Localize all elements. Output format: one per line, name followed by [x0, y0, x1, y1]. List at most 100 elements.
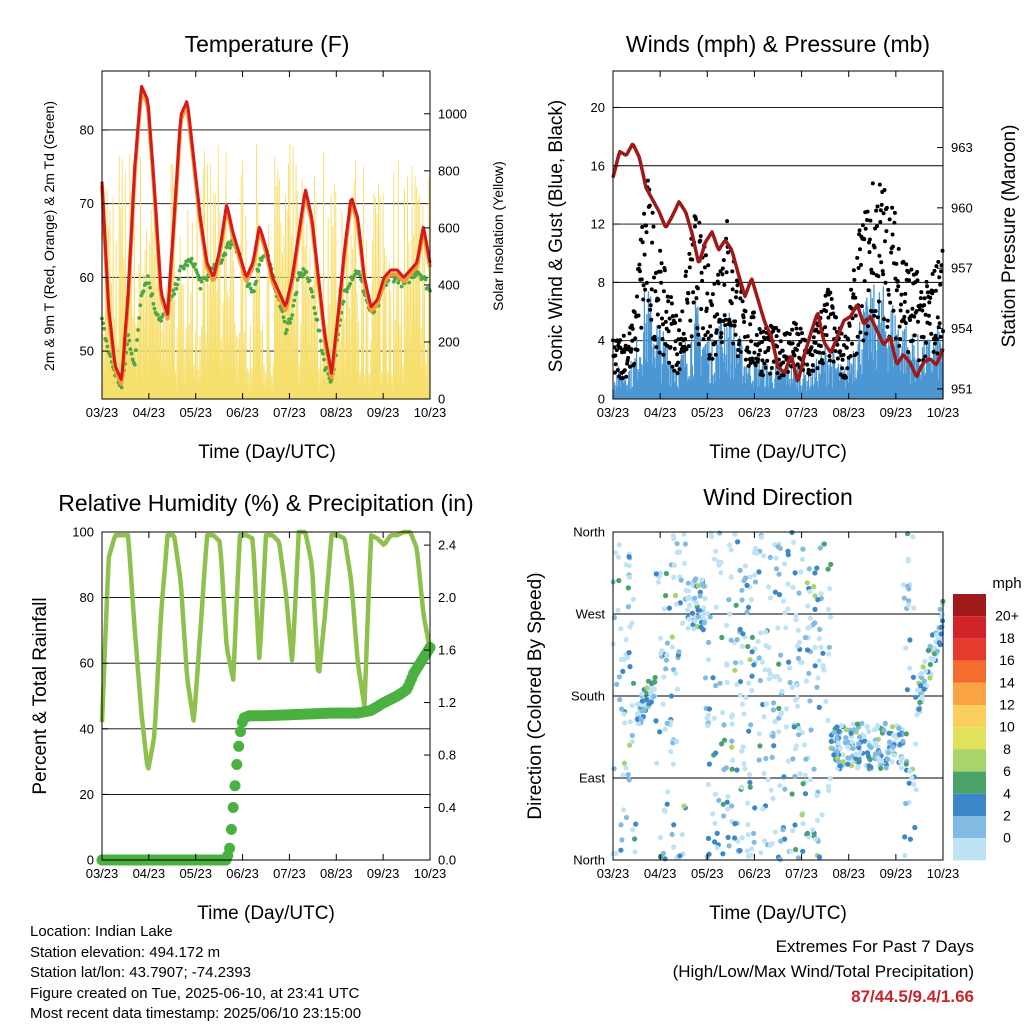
precip-point	[227, 802, 239, 813]
direction-point	[671, 822, 677, 828]
dewpoint-point	[224, 245, 229, 250]
direction-point	[652, 679, 658, 685]
dewpoint-point	[259, 258, 264, 263]
direction-point	[799, 730, 806, 736]
direction-point	[825, 566, 831, 572]
gust-point	[917, 358, 921, 363]
gust-point	[923, 312, 928, 317]
dewpoint-point	[295, 277, 300, 282]
direction-point	[737, 567, 743, 574]
dewpoint-point	[290, 313, 295, 317]
direction-point	[775, 544, 781, 550]
direction-point	[779, 688, 785, 694]
direction-point	[793, 613, 799, 619]
speed-legend: mph 20+ 18 16 14 12 10 8 6 4 2 0	[953, 575, 1022, 861]
temperature-panel: Temperature (F) 50 60 70 80 0 200 400 600 800 10…	[41, 31, 506, 463]
direction-point	[619, 706, 625, 712]
direction-point	[752, 805, 758, 811]
gust-point	[716, 272, 721, 277]
direction-point	[707, 614, 713, 620]
gust-point	[825, 302, 829, 307]
direction-point	[865, 753, 872, 760]
direction-point	[776, 571, 782, 577]
gust-point	[796, 343, 801, 347]
gust-point	[859, 262, 863, 267]
direction-point	[776, 661, 782, 667]
direction-point	[836, 728, 842, 735]
gust-point	[865, 209, 870, 214]
direction-point	[761, 770, 767, 777]
direction-point	[752, 545, 759, 552]
gust-point	[928, 295, 933, 300]
gust-point	[704, 306, 709, 311]
gust-point	[851, 268, 856, 273]
direction-point	[660, 701, 666, 707]
y-tick-label-right: 800	[438, 163, 460, 178]
gust-point	[914, 309, 919, 314]
direction-point	[802, 791, 809, 797]
direction-point	[716, 797, 722, 804]
direction-yticks: North East South West North	[571, 525, 605, 868]
direction-point	[643, 696, 650, 702]
direction-point	[789, 684, 795, 690]
gust-point	[898, 337, 903, 341]
direction-point	[689, 610, 696, 616]
legend-swatch	[953, 749, 986, 772]
direction-point	[898, 765, 905, 771]
direction-point	[745, 822, 751, 828]
legend-swatch	[953, 638, 986, 661]
gust-point	[858, 247, 862, 252]
direction-point	[797, 771, 803, 777]
gust-point	[743, 357, 748, 362]
dewpoint-point	[196, 273, 201, 278]
gust-point	[882, 188, 887, 192]
temperature-plot-frame	[101, 70, 431, 400]
wind-yticks: 0 4 8 12 16 20	[591, 100, 619, 407]
x-tick-label: 05/23	[691, 405, 724, 420]
humidity-series	[96, 529, 436, 866]
dewpoint-point	[310, 289, 314, 294]
direction-point	[920, 664, 926, 670]
humidity-title: Relative Humidity (%) & Precipitation (i…	[58, 490, 473, 516]
gust-point	[748, 322, 753, 327]
direction-point	[725, 794, 731, 800]
direction-point	[651, 693, 657, 700]
gust-point	[867, 237, 872, 242]
gust-point	[684, 269, 689, 274]
gust-point	[719, 335, 723, 339]
gust-point	[653, 337, 657, 342]
legend-label: 10	[999, 719, 1015, 735]
direction-point	[674, 541, 680, 547]
gust-point	[762, 361, 767, 366]
direction-point	[903, 761, 909, 767]
direction-point	[758, 534, 765, 540]
y-tick-label: 80	[80, 122, 94, 137]
direction-point	[810, 827, 816, 833]
direction-point	[803, 678, 810, 684]
direction-point	[853, 755, 859, 762]
gust-point	[730, 269, 735, 274]
legend-swatch	[953, 771, 986, 794]
direction-point	[674, 549, 680, 556]
dewpoint-point	[102, 326, 107, 331]
y-tick-label-right: 200	[438, 334, 460, 349]
direction-point	[868, 764, 874, 770]
gust-point	[886, 292, 891, 297]
direction-point	[817, 626, 823, 633]
direction-point	[875, 755, 881, 761]
gust-point	[912, 333, 917, 338]
direction-point	[782, 836, 788, 842]
direction-point	[812, 570, 818, 576]
legend-label: 12	[999, 697, 1015, 713]
dewpoint-point	[175, 282, 180, 287]
direction-point	[768, 787, 774, 793]
gust-point	[935, 315, 940, 320]
temperature-ylabel-right: Solar Insolation (Yellow)	[490, 161, 506, 311]
gust-point	[908, 318, 912, 322]
direction-point	[745, 643, 751, 650]
direction-tick-label: North	[573, 853, 605, 868]
direction-point	[719, 634, 725, 641]
gust-point	[884, 205, 889, 210]
gust-point	[722, 313, 727, 318]
gust-point	[875, 204, 880, 209]
